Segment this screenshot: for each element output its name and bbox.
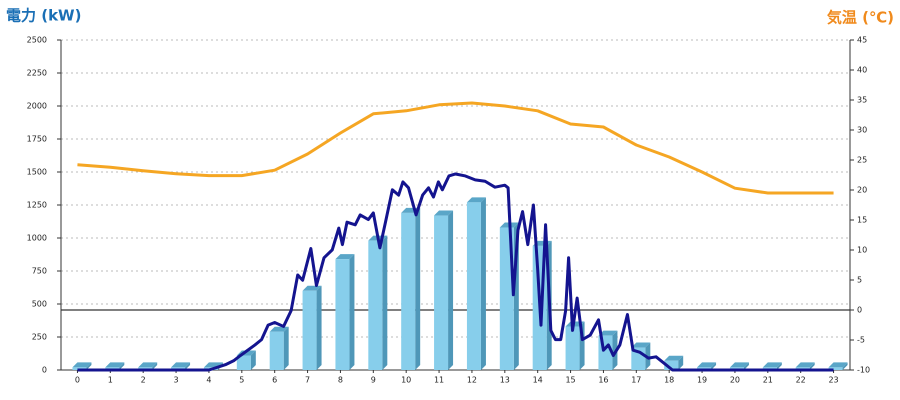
- y-tick-label: 1500: [27, 168, 47, 177]
- bar: [565, 326, 580, 370]
- bar-top: [105, 362, 125, 368]
- x-tick-label: 20: [730, 376, 740, 385]
- bar-top: [171, 362, 191, 368]
- bar-side: [415, 207, 421, 370]
- x-tick-label: 6: [272, 376, 277, 385]
- x-tick-label: 14: [533, 376, 543, 385]
- y2-tick-label: 30: [857, 126, 867, 135]
- y-tick-label: 1750: [27, 135, 47, 144]
- bar-side: [283, 326, 289, 370]
- x-tick-label: 11: [434, 376, 444, 385]
- x-tick-label: 5: [239, 376, 244, 385]
- x-tick-label: 0: [75, 376, 80, 385]
- x-tick-label: 21: [763, 376, 773, 385]
- bar-side: [711, 362, 717, 370]
- x-tick-label: 16: [598, 376, 608, 385]
- bar-top: [828, 362, 848, 368]
- y-tick-label: 2500: [27, 36, 47, 45]
- y-tick-label: 1000: [27, 234, 47, 243]
- x-tick-label: 7: [305, 376, 310, 385]
- x-tick-label: 13: [500, 376, 510, 385]
- x-tick-label: 12: [467, 376, 477, 385]
- x-tick-label: 2: [141, 376, 146, 385]
- y-tick-label: 2000: [27, 102, 47, 111]
- bar: [401, 212, 416, 370]
- bar-top: [335, 254, 355, 260]
- bar-top: [631, 342, 651, 348]
- y2-tick-label: 15: [857, 216, 867, 225]
- bar-side: [678, 355, 684, 370]
- x-tick-label: 8: [338, 376, 343, 385]
- y2-title: 気温 (℃): [827, 9, 894, 27]
- x-tick-label: 3: [174, 376, 179, 385]
- y2-tick-label: -10: [857, 366, 870, 375]
- y-tick-label: 2250: [27, 69, 47, 78]
- bar-side: [776, 362, 782, 370]
- x-tick-label: 9: [371, 376, 376, 385]
- bar-side: [119, 362, 125, 370]
- bar: [466, 202, 481, 370]
- bar-side: [743, 362, 749, 370]
- bar-top: [434, 210, 454, 216]
- y-tick-label: 0: [42, 366, 47, 375]
- y2-tick-label: 20: [857, 186, 867, 195]
- y2-tick-label: 10: [857, 246, 867, 255]
- y-tick-label: 500: [32, 300, 47, 309]
- bar-side: [86, 362, 92, 370]
- bar-top: [138, 362, 158, 368]
- y2-tick-label: -5: [857, 336, 865, 345]
- x-tick-label: 17: [631, 376, 641, 385]
- bar-side: [382, 235, 388, 370]
- bar-side: [250, 350, 256, 370]
- x-tick-label: 18: [664, 376, 674, 385]
- bar-top: [302, 285, 322, 291]
- y2-tick-label: 45: [857, 36, 867, 45]
- line: [77, 172, 834, 372]
- y2-tick-label: 0: [857, 306, 862, 315]
- x-tick-label: 22: [796, 376, 806, 385]
- y2-tick-label: 25: [857, 156, 867, 165]
- bar: [302, 290, 317, 370]
- bar-side: [316, 285, 322, 370]
- bar: [664, 360, 679, 370]
- y2-tick-label: 40: [857, 66, 867, 75]
- bar-top: [269, 326, 289, 332]
- bar: [828, 367, 843, 370]
- y-tick-label: 1250: [27, 201, 47, 210]
- bar-top: [729, 362, 749, 368]
- bar-side: [349, 254, 355, 370]
- bar: [236, 355, 251, 370]
- bar-side: [842, 362, 848, 370]
- line: [77, 101, 834, 195]
- bar: [368, 240, 383, 370]
- bar-side: [809, 362, 815, 370]
- bar-side: [480, 197, 486, 370]
- y2-tick-label: 5: [857, 276, 862, 285]
- bar-side: [152, 362, 158, 370]
- bar-top: [762, 362, 782, 368]
- x-tick-label: 4: [206, 376, 211, 385]
- bar-top: [697, 362, 717, 368]
- y-tick-label: 250: [32, 333, 47, 342]
- chart-title: 電力 (kW): [6, 7, 81, 25]
- bar-side: [185, 362, 191, 370]
- bar: [335, 259, 350, 370]
- x-tick-label: 19: [697, 376, 707, 385]
- bar: [434, 215, 449, 370]
- x-tick-label: 23: [828, 376, 838, 385]
- bar-top: [598, 330, 618, 336]
- x-tick-label: 1: [108, 376, 113, 385]
- y-tick-label: 750: [32, 267, 47, 276]
- bar-top: [795, 362, 815, 368]
- bar: [269, 331, 284, 370]
- bar-top: [664, 355, 684, 361]
- bar-top: [72, 362, 92, 368]
- x-tick-label: 10: [401, 376, 411, 385]
- bar-top: [466, 197, 486, 203]
- bar-side: [448, 210, 454, 370]
- y2-tick-label: 35: [857, 96, 867, 105]
- x-tick-label: 15: [565, 376, 575, 385]
